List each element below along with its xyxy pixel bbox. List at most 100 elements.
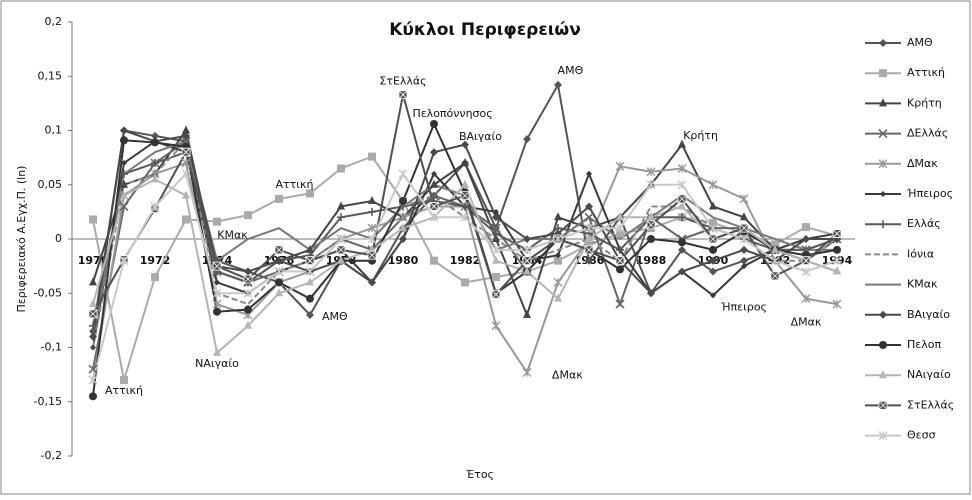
marker xyxy=(586,170,592,177)
annotation: Αττική xyxy=(105,384,143,397)
x-tick-label: 1988 xyxy=(636,254,667,267)
annotation: ΑΜΘ xyxy=(558,64,584,77)
marker xyxy=(878,431,888,441)
marker xyxy=(368,196,376,205)
point xyxy=(123,173,125,175)
legend-item: ΑΜΘ xyxy=(865,36,933,49)
marker xyxy=(554,212,562,221)
annotation: ΝΑιγαίο xyxy=(195,357,239,370)
marker xyxy=(522,245,532,255)
marker xyxy=(151,272,159,281)
point xyxy=(123,184,125,186)
marker xyxy=(677,194,687,204)
annotation: Πελοπόννησος xyxy=(412,107,492,120)
legend-item: Κρήτη xyxy=(865,96,942,109)
y-tick-label: -0,05 xyxy=(34,286,62,299)
marker xyxy=(461,179,469,188)
marker xyxy=(740,212,748,221)
marker xyxy=(708,223,718,233)
y-tick-label: -0,1 xyxy=(41,341,62,354)
marker xyxy=(616,265,624,274)
marker xyxy=(306,294,314,303)
marker xyxy=(460,191,470,200)
marker xyxy=(399,223,407,232)
marker xyxy=(739,194,749,204)
marker xyxy=(151,131,159,140)
legend-label: Ελλάς xyxy=(907,217,941,230)
marker xyxy=(554,293,562,302)
marker xyxy=(740,245,748,254)
legend-label: ΒΑιγαίο xyxy=(907,308,950,321)
marker xyxy=(398,169,408,179)
y-tick-label: 0,05 xyxy=(38,178,63,191)
marker xyxy=(879,310,887,319)
annotation: ΔΜακ xyxy=(552,369,583,382)
marker xyxy=(306,277,314,286)
chart-title: Κύκλοι Περιφερειών xyxy=(389,20,581,40)
marker xyxy=(89,392,97,401)
marker xyxy=(212,288,222,298)
marker xyxy=(523,135,531,144)
marker xyxy=(399,235,407,243)
marker xyxy=(801,267,811,277)
legend-label: ΔΕλλάς xyxy=(907,127,948,140)
marker xyxy=(336,234,346,244)
legend-label: Ιόνια xyxy=(907,247,934,260)
legend-item: Ελλάς xyxy=(865,217,941,230)
marker xyxy=(584,223,594,233)
marker xyxy=(878,159,888,169)
marker xyxy=(739,234,749,244)
annotation: Κρήτη xyxy=(683,129,718,142)
point xyxy=(154,173,156,175)
marker xyxy=(878,129,888,139)
point xyxy=(340,227,342,229)
marker xyxy=(119,201,129,212)
marker xyxy=(879,39,887,47)
marker xyxy=(275,256,283,265)
marker xyxy=(337,164,345,173)
marker xyxy=(275,194,283,203)
marker xyxy=(771,240,779,249)
annotation: ΑΜΘ xyxy=(322,310,348,323)
marker xyxy=(89,277,97,286)
marker xyxy=(430,179,438,188)
marker xyxy=(461,278,469,287)
marker xyxy=(616,245,624,254)
marker xyxy=(275,278,283,287)
marker xyxy=(368,207,376,216)
legend-label: Αττική xyxy=(907,66,945,79)
marker xyxy=(709,256,717,265)
marker xyxy=(275,288,283,297)
marker xyxy=(646,167,656,177)
marker xyxy=(584,245,594,255)
marker xyxy=(337,201,345,210)
marker xyxy=(739,223,749,233)
marker xyxy=(151,159,159,168)
marker xyxy=(306,189,314,198)
marker xyxy=(493,208,499,215)
marker xyxy=(677,163,687,173)
point xyxy=(557,249,559,251)
marker xyxy=(120,190,128,199)
marker xyxy=(741,263,747,270)
point xyxy=(154,151,156,153)
marker xyxy=(522,367,532,377)
marker xyxy=(429,202,439,211)
marker xyxy=(616,229,624,238)
marker xyxy=(120,179,128,188)
marker xyxy=(399,197,407,206)
point xyxy=(712,216,714,218)
marker xyxy=(367,234,377,244)
marker xyxy=(244,320,252,329)
legend-label: ΣτΕλλάς xyxy=(907,398,954,411)
marker xyxy=(770,256,780,266)
marker xyxy=(585,202,593,211)
legend-item: ΔΕλλάς xyxy=(865,127,948,140)
marker xyxy=(678,201,686,210)
point xyxy=(278,227,280,229)
marker xyxy=(880,191,886,197)
marker xyxy=(492,234,500,242)
marker xyxy=(553,234,563,244)
marker xyxy=(646,220,656,230)
marker xyxy=(615,223,625,233)
